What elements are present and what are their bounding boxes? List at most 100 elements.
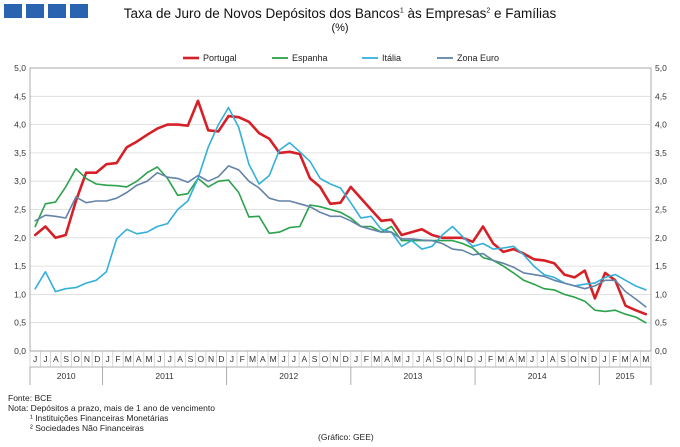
y-tick-label-left: 0,0	[14, 346, 26, 356]
source-note: Fonte: BCE	[8, 393, 52, 403]
series-line-espanha	[34, 166, 647, 324]
month-label: A	[53, 354, 59, 364]
month-label: S	[312, 354, 318, 364]
y-tick-label-right: 1,0	[655, 289, 667, 299]
month-label: A	[301, 354, 307, 364]
month-label: A	[136, 354, 142, 364]
month-label: M	[642, 354, 649, 364]
chart-credit: (Gráfico: GEE)	[318, 432, 374, 442]
y-tick-label-left: 1,0	[14, 289, 26, 299]
month-label: J	[281, 354, 285, 364]
footnote-2: ² Sociedades Não Financeiras	[30, 423, 144, 433]
month-label: J	[540, 354, 544, 364]
y-tick-label-left: 3,0	[14, 176, 26, 186]
month-label: F	[115, 354, 120, 364]
month-label: D	[467, 354, 473, 364]
y-tick-label-right: 4,5	[655, 91, 667, 101]
month-label: O	[322, 354, 329, 364]
month-label: F	[364, 354, 369, 364]
month-label: A	[260, 354, 266, 364]
y-tick-label-right: 0,5	[655, 318, 667, 328]
month-label: S	[436, 354, 442, 364]
month-label: N	[208, 354, 214, 364]
month-label: J	[530, 354, 534, 364]
month-label: N	[456, 354, 462, 364]
y-tick-label-left: 2,5	[14, 205, 26, 215]
y-tick-label-left: 1,5	[14, 261, 26, 271]
month-label: O	[73, 354, 80, 364]
month-label: J	[106, 354, 110, 364]
note: Nota: Depósitos a prazo, mais de 1 ano d…	[8, 403, 215, 413]
month-label: M	[622, 354, 629, 364]
month-label: N	[581, 354, 587, 364]
y-tick-label-right: 5,0	[655, 63, 667, 73]
y-tick-label-right: 2,0	[655, 233, 667, 243]
y-tick-label-right: 0,0	[655, 346, 667, 356]
footnote-1: ¹ Instituições Financeiras Monetárias	[30, 413, 169, 423]
year-label: 2015	[616, 371, 635, 381]
year-label: 2010	[57, 371, 76, 381]
month-label: A	[384, 354, 390, 364]
month-label: J	[406, 354, 410, 364]
month-label: O	[446, 354, 453, 364]
month-label: J	[354, 354, 358, 364]
legend-label: Itália	[382, 53, 401, 63]
month-label: D	[343, 354, 349, 364]
month-label: A	[426, 354, 432, 364]
y-tick-label-left: 4,5	[14, 91, 26, 101]
month-label: F	[240, 354, 245, 364]
month-label: F	[612, 354, 617, 364]
month-label: A	[550, 354, 556, 364]
y-tick-label-left: 5,0	[14, 63, 26, 73]
y-tick-label-right: 2,5	[655, 205, 667, 215]
year-label: 2012	[279, 371, 298, 381]
month-label: M	[497, 354, 504, 364]
y-tick-label-left: 2,0	[14, 233, 26, 243]
y-tick-label-left: 3,5	[14, 148, 26, 158]
series-line-portugal	[33, 99, 648, 316]
y-tick-label-right: 4,0	[655, 120, 667, 130]
month-label: M	[270, 354, 277, 364]
chart-title: Taxa de Juro de Novos Depósitos dos Banc…	[123, 6, 557, 21]
bank-logo-icon	[4, 4, 88, 18]
month-label: S	[188, 354, 194, 364]
chart-subtitle: (%)	[331, 22, 349, 34]
year-label: 2011	[155, 371, 174, 381]
legend-label: Portugal	[203, 53, 237, 63]
month-label: D	[218, 354, 224, 364]
month-label: D	[94, 354, 100, 364]
month-label: M	[145, 354, 152, 364]
month-label: J	[478, 354, 482, 364]
month-label: M	[394, 354, 401, 364]
year-label: 2013	[403, 371, 422, 381]
year-label: 2014	[528, 371, 547, 381]
month-label: N	[332, 354, 338, 364]
month-label: J	[43, 354, 47, 364]
y-tick-label-right: 1,5	[655, 261, 667, 271]
month-label: N	[84, 354, 90, 364]
month-label: J	[33, 354, 37, 364]
y-tick-label-right: 3,5	[655, 148, 667, 158]
month-label: S	[560, 354, 566, 364]
month-label: J	[602, 354, 606, 364]
series-line-zona-euro	[34, 165, 647, 308]
series-line-it-lia	[34, 106, 647, 293]
month-label: D	[591, 354, 597, 364]
month-label: M	[373, 354, 380, 364]
month-label: J	[230, 354, 234, 364]
month-label: J	[292, 354, 296, 364]
month-label: M	[249, 354, 256, 364]
month-label: O	[197, 354, 204, 364]
y-tick-label-left: 4,0	[14, 120, 26, 130]
month-label: M	[518, 354, 525, 364]
month-label: A	[508, 354, 514, 364]
month-label: J	[416, 354, 420, 364]
month-label: A	[177, 354, 183, 364]
month-label: M	[125, 354, 132, 364]
month-label: J	[168, 354, 172, 364]
y-tick-label-right: 3,0	[655, 176, 667, 186]
month-label: S	[63, 354, 69, 364]
month-label: J	[157, 354, 161, 364]
month-label: O	[570, 354, 577, 364]
